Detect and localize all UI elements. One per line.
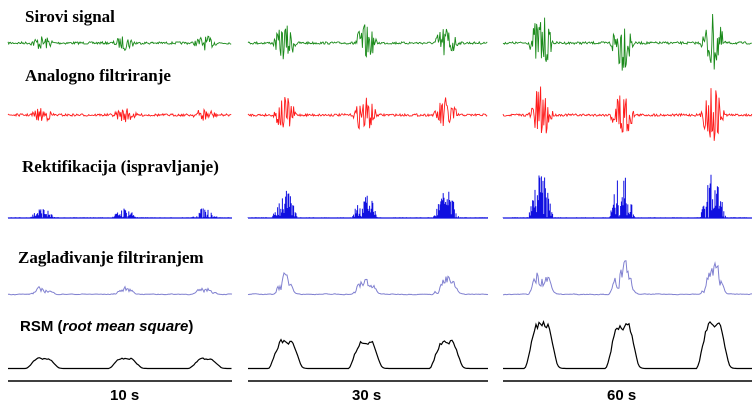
signal-trace-raw-2 [502, 13, 752, 71]
signal-trace-raw-1 [247, 24, 488, 60]
signal-trace-smooth-0 [7, 285, 233, 296]
signal-trace-analog-2 [502, 86, 753, 141]
signal-trace-analog-1 [247, 97, 488, 130]
signal-trace-rect-2 [502, 174, 752, 218]
signal-trace-rect-1 [247, 190, 488, 218]
stage-label-rsm: RSM (root mean square) [20, 318, 194, 335]
signal-trace-rsm-0 [8, 357, 232, 370]
signal-trace-smooth-2 [503, 260, 752, 296]
stage-label-analog: Analogno filtriranje [25, 66, 171, 85]
signal-trace-rsm-1 [248, 338, 488, 370]
signal-trace-smooth-1 [247, 272, 489, 296]
signal-trace-raw-0 [7, 35, 232, 52]
signal-trace-rsm-2 [503, 319, 752, 370]
time-label-60s: 60 s [607, 387, 637, 404]
stage-label-rectification: Rektifikacija (ispravljanje) [22, 157, 219, 176]
signal-trace-analog-0 [7, 108, 232, 123]
stage-label-raw: Sirovi signal [25, 7, 115, 26]
time-label-30s: 30 s [352, 387, 382, 404]
stage-label-smoothing: Zaglađivanje filtriranjem [18, 248, 204, 267]
time-label-10s: 10 s [110, 387, 140, 404]
signal-trace-rect-0 [7, 208, 232, 218]
